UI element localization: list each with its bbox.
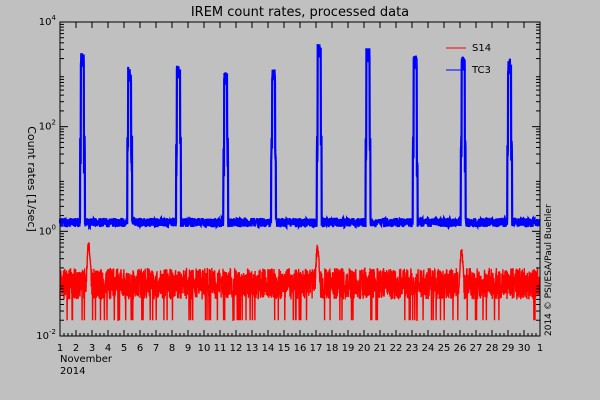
y-tick-label: 10-2 — [36, 328, 56, 342]
x-tick-label: 4 — [105, 343, 111, 354]
x-tick-label: 12 — [230, 343, 243, 354]
y-axis-label: Count rates [1/sec] — [25, 126, 38, 232]
s14-series — [59, 241, 541, 321]
x-tick-label: 9 — [185, 343, 191, 354]
x-tick-label: 28 — [486, 343, 499, 354]
y-tick-label: 102 — [39, 119, 56, 133]
x-tick-label: 3 — [89, 343, 95, 354]
tc3-line — [58, 43, 541, 231]
x-tick-label: 7 — [153, 343, 159, 354]
x-tick-label: 27 — [470, 343, 483, 354]
legend-label: S14 — [472, 43, 491, 54]
x-tick-label: 17 — [310, 343, 323, 354]
y-tick-label: 100 — [39, 223, 56, 237]
legend-label: TC3 — [471, 65, 491, 76]
x-tick-label: 30 — [518, 343, 531, 354]
x-tick-label: 20 — [358, 343, 371, 354]
x-tick-label: 19 — [342, 343, 355, 354]
credit-text: 2014 © PSI/ESA/Paul Buehler — [544, 204, 554, 336]
x-tick-label: 22 — [390, 343, 403, 354]
x-tick-label: 21 — [374, 343, 387, 354]
x-tick-label: 2 — [73, 343, 79, 354]
x-tick-label: 8 — [169, 343, 175, 354]
x-tick-label: 18 — [326, 343, 339, 354]
x-tick-label: 25 — [438, 343, 451, 354]
x-axis-month-label: November — [60, 354, 113, 365]
y-tick-label: 104 — [39, 14, 57, 28]
x-tick-label: 15 — [278, 343, 291, 354]
x-tick-label: 14 — [262, 343, 275, 354]
x-tick-label: 29 — [502, 343, 515, 354]
x-tick-label: 13 — [246, 343, 259, 354]
x-tick-label: 11 — [214, 343, 227, 354]
legend: S14 TC3 — [446, 43, 491, 76]
axes: 1 2 3 4 5 6 7 8 9 10 11 12 13 14 15 16 17 18 19 20 21 22 23 24 2… — [36, 14, 543, 354]
x-tick-label: 23 — [406, 343, 419, 354]
x-tick-label: 1 — [57, 343, 63, 354]
x-tick-label: 16 — [294, 343, 307, 354]
x-tick-label: 10 — [198, 343, 211, 354]
x-axis-year-label: 2014 — [60, 366, 85, 377]
x-tick-label: 1 — [537, 343, 543, 354]
x-tick-label: 24 — [422, 343, 435, 354]
chart-title: IREM count rates, processed data — [191, 5, 409, 20]
x-tick-label: 5 — [121, 343, 127, 354]
x-tick-label: 26 — [454, 343, 467, 354]
x-tick-label: 6 — [137, 343, 143, 354]
s14-line — [59, 241, 541, 321]
tc3-series — [58, 43, 541, 231]
